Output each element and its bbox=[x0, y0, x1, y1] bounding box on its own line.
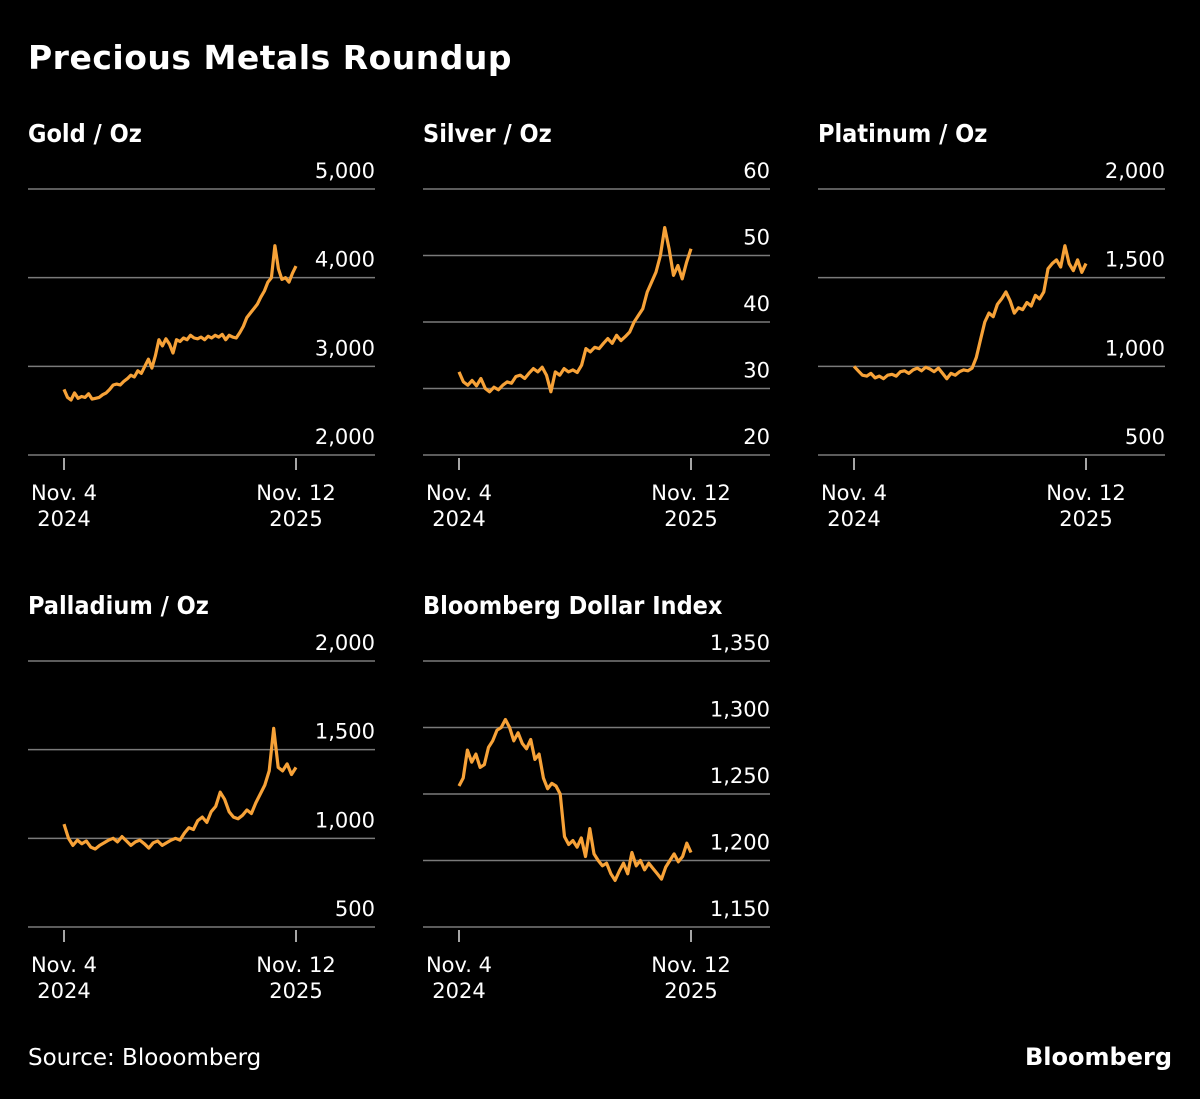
chart-title: Gold / Oz bbox=[28, 119, 142, 148]
x-tick-label: Nov. 12 bbox=[256, 481, 335, 505]
x-tick-label: Nov. 12 bbox=[651, 953, 730, 977]
x-tick-year: 2025 bbox=[269, 979, 322, 1003]
y-tick-label: 1,000 bbox=[1105, 336, 1165, 360]
y-tick-label: 1,250 bbox=[710, 764, 770, 788]
y-tick-label: 5,000 bbox=[315, 159, 375, 183]
bloomberg-logo: Bloomberg bbox=[1025, 1043, 1172, 1071]
x-tick-label: Nov. 12 bbox=[651, 481, 730, 505]
x-tick-year: 2024 bbox=[827, 507, 880, 531]
y-tick-label: 4,000 bbox=[315, 248, 375, 272]
x-tick-label: Nov. 4 bbox=[426, 481, 492, 505]
y-tick-label: 1,350 bbox=[710, 631, 770, 655]
x-tick-year: 2025 bbox=[269, 507, 322, 531]
page-title: Precious Metals Roundup bbox=[28, 38, 513, 77]
y-tick-label: 500 bbox=[1125, 425, 1165, 449]
price-line bbox=[62, 726, 298, 851]
y-tick-label: 30 bbox=[743, 359, 770, 383]
y-tick-label: 2,000 bbox=[1105, 159, 1165, 183]
x-tick-label: Nov. 4 bbox=[31, 953, 97, 977]
x-tick-label: Nov. 12 bbox=[1046, 481, 1125, 505]
platinum-chart-panel: Platinum / Oz 2,000 1,500 1,000 500 Nov. 4 202… bbox=[818, 110, 1178, 540]
y-tick-label: 1,200 bbox=[710, 831, 770, 855]
y-tick-label: 60 bbox=[743, 159, 770, 183]
x-tick-label: Nov. 12 bbox=[256, 953, 335, 977]
y-tick-label: 500 bbox=[335, 897, 375, 921]
x-tick-year: 2025 bbox=[1059, 507, 1112, 531]
y-tick-label: 1,300 bbox=[710, 698, 770, 722]
y-tick-label: 2,000 bbox=[315, 631, 375, 655]
chart-title: Palladium / Oz bbox=[28, 591, 209, 620]
y-tick-label: 1,150 bbox=[710, 897, 770, 921]
palladium-chart-panel: Palladium / Oz 2,000 1,500 1,000 500 Nov. 4 20… bbox=[28, 582, 388, 1012]
chart-title: Silver / Oz bbox=[423, 119, 552, 148]
y-tick-label: 1,500 bbox=[1105, 248, 1165, 272]
chart-title: Bloomberg Dollar Index bbox=[423, 591, 723, 620]
x-tick-label: Nov. 4 bbox=[31, 481, 97, 505]
price-line bbox=[62, 244, 298, 402]
x-tick-year: 2025 bbox=[664, 979, 717, 1003]
x-tick-year: 2024 bbox=[37, 507, 90, 531]
gold-chart-panel: Gold / Oz 5,000 4,000 3,000 2,000 Nov. 4 2024 N… bbox=[28, 110, 388, 540]
source-note: Source: Blooomberg bbox=[28, 1045, 262, 1071]
y-tick-label: 20 bbox=[743, 425, 770, 449]
x-tick-year: 2024 bbox=[37, 979, 90, 1003]
y-tick-label: 40 bbox=[743, 292, 770, 316]
x-tick-year: 2024 bbox=[432, 979, 485, 1003]
dollar-index-chart-panel: Bloomberg Dollar Index 1,350 1,300 1,250 1,2… bbox=[423, 582, 783, 1012]
y-tick-label: 1,000 bbox=[315, 808, 375, 832]
x-tick-label: Nov. 4 bbox=[426, 953, 492, 977]
x-tick-label: Nov. 4 bbox=[821, 481, 887, 505]
y-tick-label: 50 bbox=[743, 226, 770, 250]
y-tick-label: 3,000 bbox=[315, 336, 375, 360]
silver-chart-panel: Silver / Oz 60 50 40 30 20 Nov. 4 2024 Nov. 12 20… bbox=[423, 110, 783, 540]
chart-svg: Bloomberg Dollar Index 1,350 1,300 1,250 1,2… bbox=[423, 591, 770, 1003]
price-line bbox=[852, 244, 1088, 381]
price-line bbox=[457, 226, 693, 394]
y-tick-label: 1,500 bbox=[315, 720, 375, 744]
x-tick-year: 2024 bbox=[432, 507, 485, 531]
chart-title: Platinum / Oz bbox=[818, 119, 987, 148]
price-line bbox=[457, 717, 693, 882]
x-tick-year: 2025 bbox=[664, 507, 717, 531]
y-tick-label: 2,000 bbox=[315, 425, 375, 449]
